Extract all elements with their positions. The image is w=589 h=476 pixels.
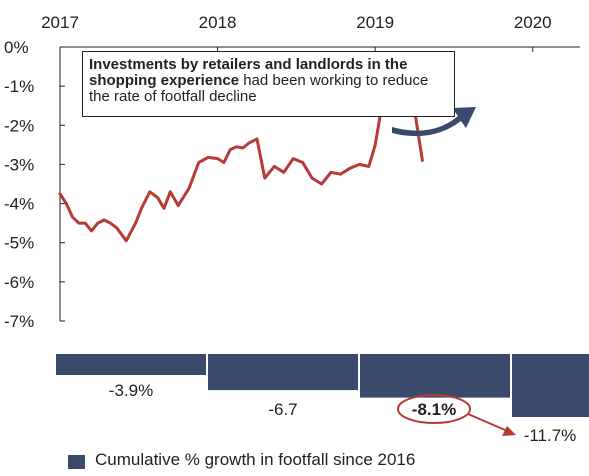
- line-chart-axes: [59, 46, 580, 321]
- y-tick-label: -2%: [4, 116, 34, 135]
- y-tick-label: -5%: [4, 234, 34, 253]
- bar-2017: [56, 354, 206, 375]
- highlight-arrowhead-icon: [502, 426, 516, 436]
- x-tick-label: 2019: [356, 13, 394, 32]
- x-tick-label: 2018: [199, 13, 237, 32]
- callout-normal-text: had been working to reduce the rate of f…: [89, 72, 429, 105]
- bar-highlight-annotation: [397, 394, 516, 436]
- bar-2020: [512, 354, 589, 417]
- callout-bold-text: Investments by retailers and landlords i…: [89, 56, 408, 89]
- bar-chart-bars: [56, 354, 589, 417]
- bar-2018: [208, 354, 358, 391]
- bar-value-label: -11.7%: [524, 426, 577, 445]
- highlight-arrow-line: [467, 413, 513, 434]
- y-tick-label: -7%: [4, 312, 34, 331]
- x-tick-label: 2017: [41, 13, 79, 32]
- bar-value-label: -3.9%: [109, 381, 153, 400]
- highlight-ellipse: [397, 394, 471, 424]
- bar-value-label: -6.7: [268, 400, 297, 419]
- bar-value-labels: -3.9% -6.7 -8.1% -11.7%: [109, 381, 577, 445]
- bar-2019: [360, 354, 510, 398]
- annotation-callout: Investments by retailers and landlords i…: [82, 51, 455, 117]
- x-tick-label: 2020: [514, 13, 552, 32]
- trend-arrow-icon: [392, 107, 476, 137]
- y-tick-label: -6%: [4, 273, 34, 292]
- bar-value-label: -8.1%: [412, 400, 456, 419]
- line-chart-ticks: 0% -1% -2% -3% -4% -5% -6% -7% 2017 2018 2019 2020: [4, 13, 552, 331]
- legend-label: Cumulative % growth in footfall since 20…: [95, 450, 416, 469]
- y-tick-label: -3%: [4, 155, 34, 174]
- y-tick-label: 0%: [4, 38, 29, 57]
- legend-swatch: [68, 455, 85, 469]
- y-tick-label: -1%: [4, 77, 34, 96]
- y-tick-label: -4%: [4, 195, 34, 214]
- line-series-path: [58, 84, 424, 243]
